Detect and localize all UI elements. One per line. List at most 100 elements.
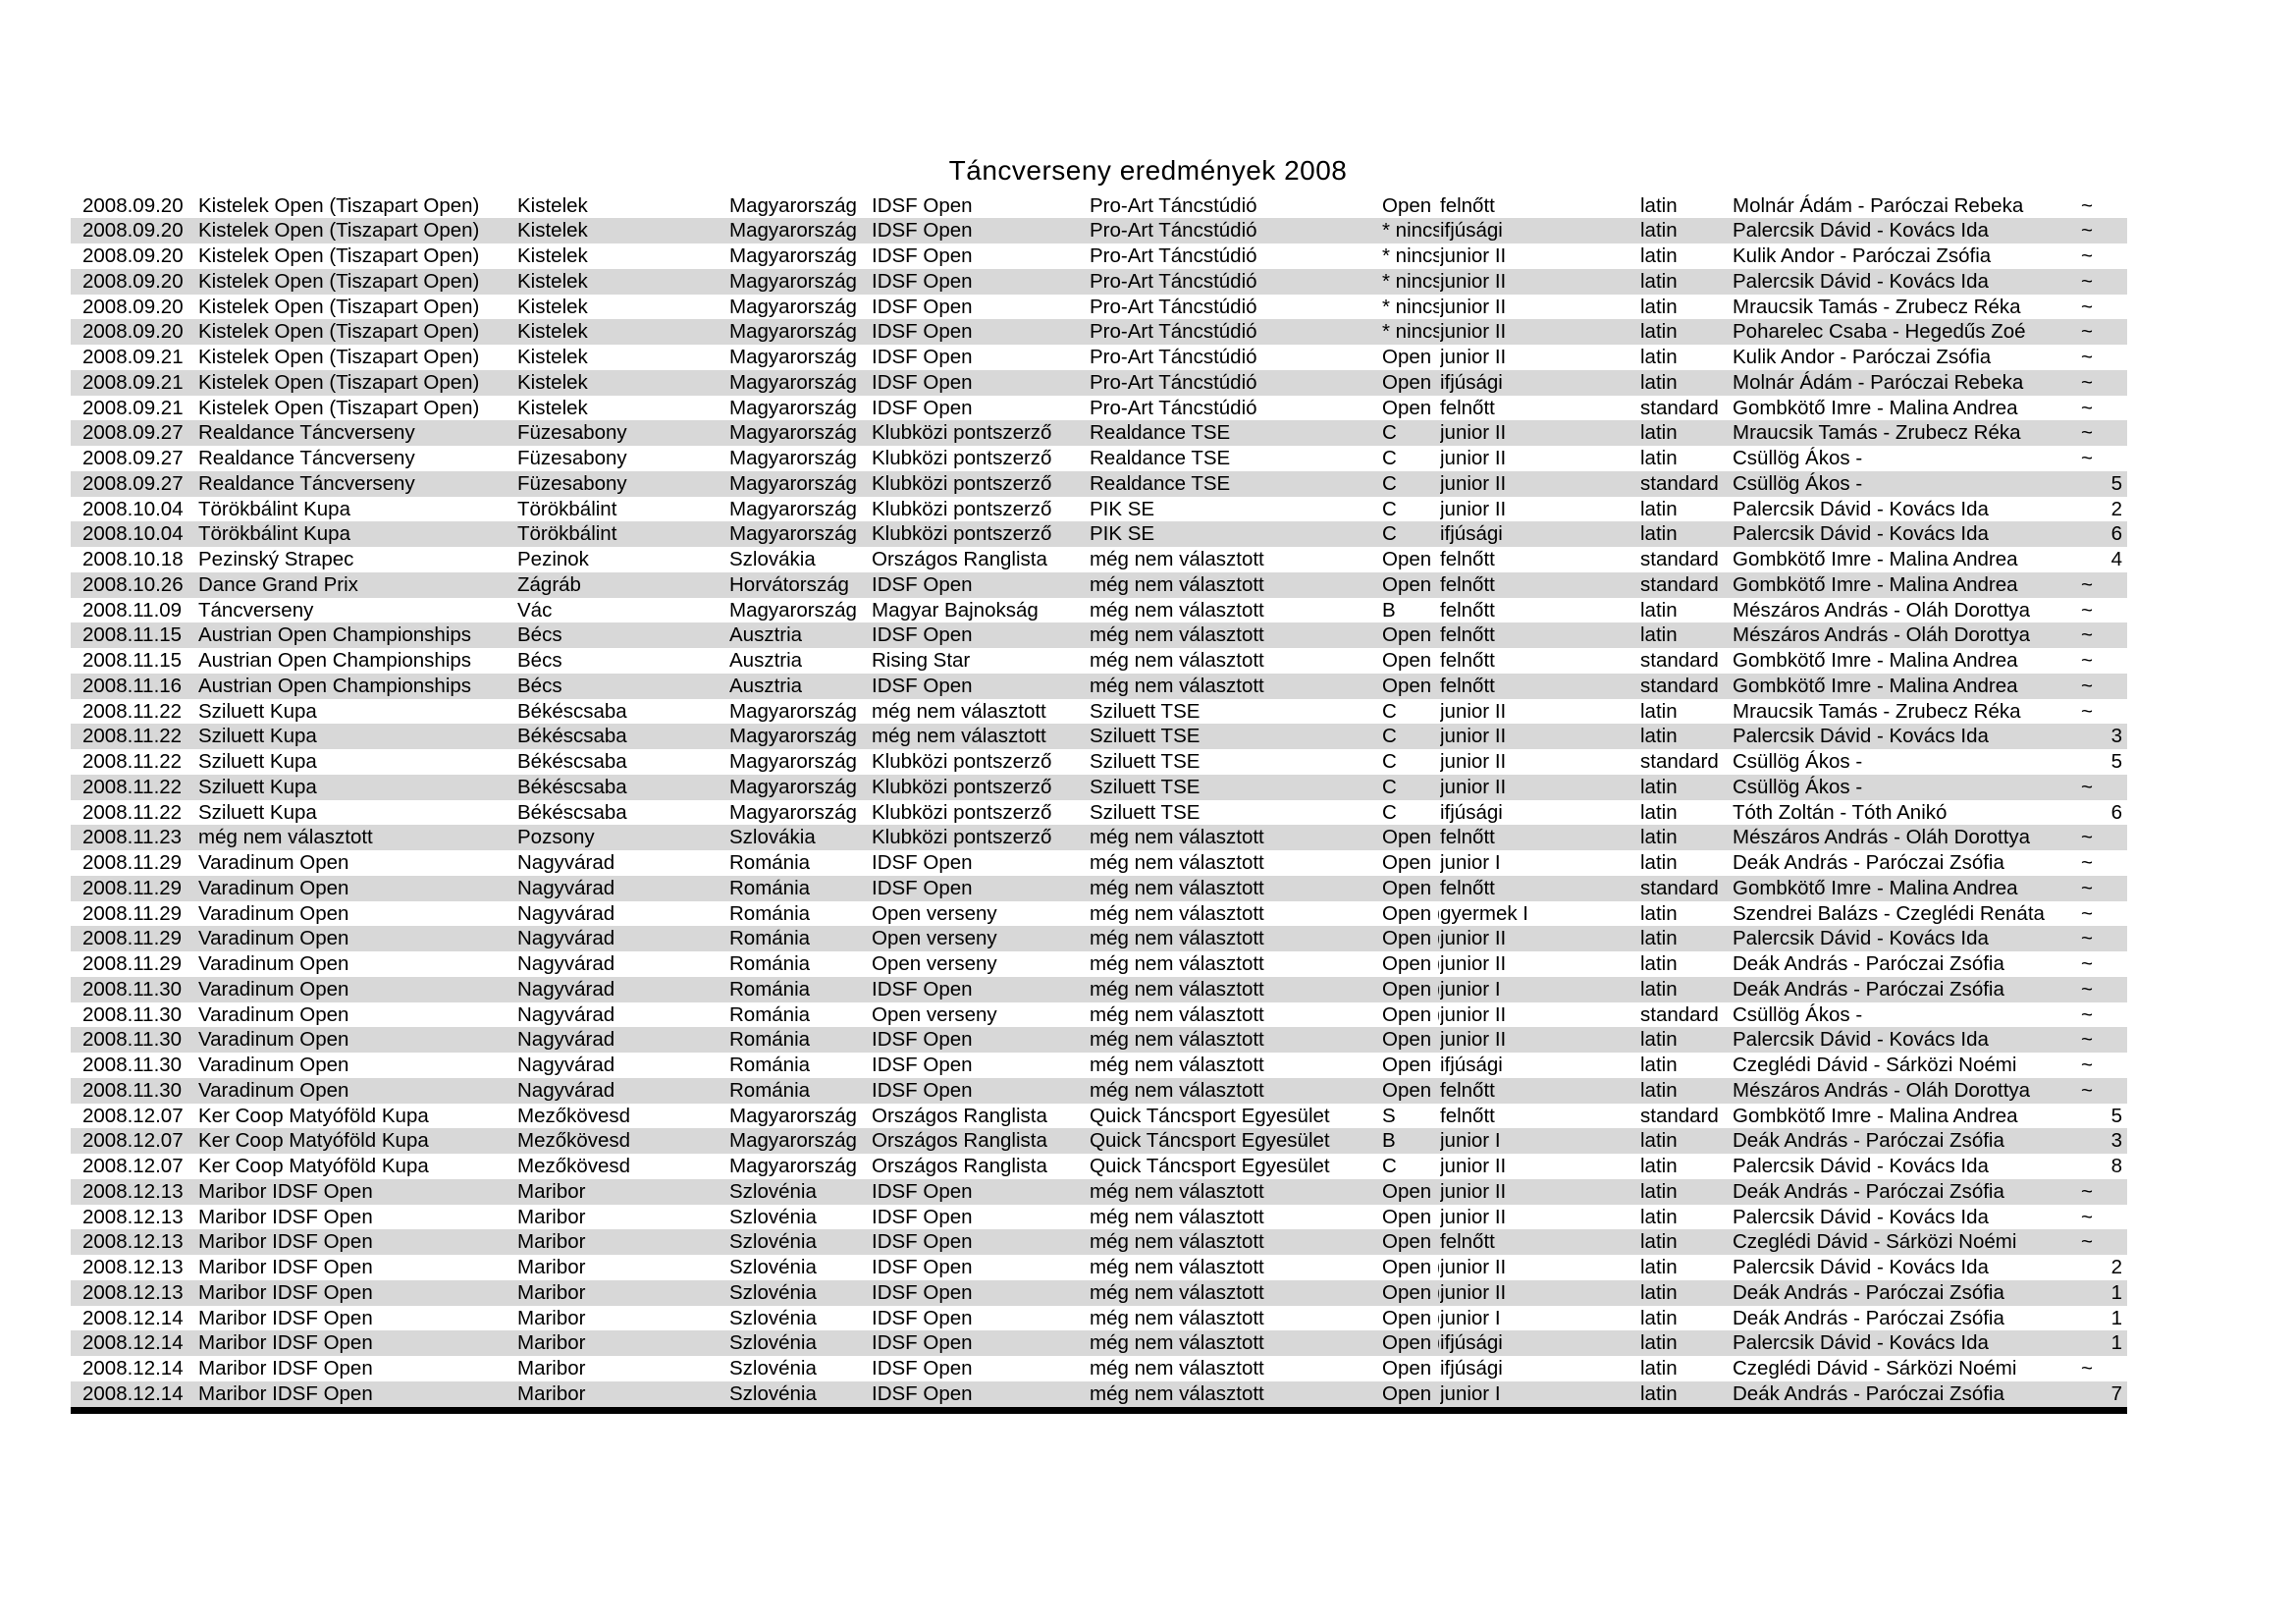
- cell-age_group: junior II: [1440, 1179, 1507, 1203]
- cell-type: IDSF Open: [872, 193, 973, 217]
- cell-age_group: junior II: [1440, 1002, 1507, 1026]
- cell-date: 2008.09.27: [82, 421, 184, 445]
- cell-couple: Gombkötő Imre - Malina Andrea: [1733, 572, 2018, 596]
- cell-city: Nagyvárad: [517, 1028, 615, 1052]
- cell-event: Sziluett Kupa: [198, 800, 317, 824]
- cell-couple: Palercsik Dávid - Kovács Ida: [1733, 269, 1989, 293]
- cell-date: 2008.11.22: [82, 750, 183, 773]
- cell-couple: Czeglédi Dávid - Sárközi Noémi: [1733, 1357, 2017, 1380]
- cell-couple: Deák András - Paróczai Zsófia: [1733, 1179, 2004, 1203]
- cell-style: latin: [1640, 977, 1678, 1001]
- cell-style: standard: [1640, 471, 1719, 495]
- cell-club: Sziluett TSE: [1090, 699, 1201, 723]
- cell-result: ~: [2081, 295, 2093, 318]
- cell-class: C: [1382, 522, 1397, 546]
- cell-city: Nagyvárad: [517, 1054, 615, 1076]
- cell-type: még nem választott: [872, 699, 1046, 723]
- table-row: 2008.11.30 Varadinum Open Nagyvárad Románia…: [71, 976, 2127, 1002]
- cell-event: Varadinum Open: [198, 927, 349, 950]
- cell-age_group: junior I: [1440, 1129, 1501, 1153]
- cell-event: Maribor IDSF Open: [198, 1280, 373, 1304]
- cell-country: Magyarország: [729, 295, 857, 318]
- cell-event: Maribor IDSF Open: [198, 1205, 373, 1228]
- cell-event: Kistelek Open (Tiszapart Open): [198, 244, 480, 267]
- cell-class: * nincs: [1382, 269, 1439, 293]
- cell-couple: Gombkötő Imre - Malina Andrea: [1733, 396, 2018, 419]
- cell-age_group: gyermek I: [1440, 901, 1528, 925]
- cell-club: még nem választott: [1090, 952, 1264, 975]
- table-row: 2008.09.20 Kistelek Open (Tiszapart Open)…: [71, 295, 2127, 320]
- cell-event: Maribor IDSF Open: [198, 1331, 373, 1355]
- cell-age_group: junior II: [1440, 775, 1507, 798]
- table-row: 2008.12.14 Maribor IDSF Open Maribor Szlové…: [71, 1380, 2127, 1407]
- cell-age_group: junior I: [1440, 851, 1501, 874]
- cell-class: Open (: [1382, 1306, 1439, 1329]
- cell-date: 2008.11.30: [82, 1078, 183, 1102]
- table-row: 2008.10.26 Dance Grand Prix Zágráb Horvátor…: [71, 571, 2127, 598]
- cell-club: még nem választott: [1090, 1331, 1264, 1355]
- cell-result: 4: [2110, 548, 2122, 570]
- cell-style: latin: [1640, 927, 1678, 950]
- cell-club: még nem választott: [1090, 674, 1264, 697]
- cell-city: Kistelek: [517, 320, 588, 344]
- cell-result: ~: [2081, 1205, 2093, 1228]
- cell-city: Vác: [517, 598, 553, 622]
- cell-club: Pro-Art Táncstúdió: [1090, 193, 1257, 217]
- cell-couple: Deák András - Paróczai Zsófia: [1733, 851, 2004, 874]
- cell-country: Szlovénia: [729, 1381, 817, 1405]
- cell-style: standard: [1640, 876, 1719, 899]
- table-row: 2008.11.16 Austrian Open Championships Béc…: [71, 673, 2127, 699]
- cell-style: latin: [1640, 421, 1678, 445]
- cell-event: Realdance Táncverseny: [198, 447, 415, 469]
- cell-class: C: [1382, 447, 1397, 469]
- cell-date: 2008.11.09: [82, 598, 183, 622]
- table-row: 2008.11.22 Sziluett Kupa Békéscsaba Magyaro…: [71, 724, 2127, 749]
- cell-city: Kistelek: [517, 219, 588, 243]
- cell-couple: Palercsik Dávid - Kovács Ida: [1733, 1155, 1989, 1177]
- cell-date: 2008.12.14: [82, 1381, 184, 1405]
- cell-event: Varadinum Open: [198, 1078, 349, 1102]
- cell-result: ~: [2081, 901, 2093, 925]
- cell-country: Románia: [729, 1078, 811, 1102]
- cell-couple: Palercsik Dávid - Kovács Ida: [1733, 1205, 1989, 1228]
- cell-result: 3: [2110, 1129, 2122, 1153]
- cell-country: Szlovénia: [729, 1205, 817, 1228]
- cell-result: 3: [2110, 725, 2122, 748]
- cell-result: 2: [2110, 1256, 2122, 1278]
- table-row: 2008.12.14 Maribor IDSF Open Maribor Szlové…: [71, 1356, 2127, 1381]
- cell-club: még nem választott: [1090, 826, 1264, 849]
- cell-style: latin: [1640, 598, 1678, 622]
- cell-couple: Mraucsik Tamás - Zrubecz Réka: [1733, 421, 2021, 445]
- cell-country: Románia: [729, 1002, 811, 1026]
- cell-club: Pro-Art Táncstúdió: [1090, 320, 1257, 344]
- cell-type: Klubközi pontszerző: [872, 750, 1052, 773]
- cell-couple: Mészáros András - Oláh Dorottya: [1733, 826, 2031, 849]
- cell-age_group: felnőtt: [1440, 193, 1495, 217]
- table-row: 2008.09.27 Realdance Táncverseny Füzesabon…: [71, 470, 2127, 497]
- cell-event: Törökbálint Kupa: [198, 522, 350, 546]
- cell-date: 2008.11.22: [82, 800, 183, 824]
- cell-event: Austrian Open Championships: [198, 649, 472, 672]
- cell-class: Open: [1382, 1205, 1432, 1228]
- cell-type: Open verseny: [872, 952, 997, 975]
- cell-style: latin: [1640, 219, 1678, 243]
- cell-country: Magyarország: [729, 775, 857, 798]
- cell-city: Maribor: [517, 1256, 586, 1278]
- cell-style: standard: [1640, 649, 1719, 672]
- cell-city: Bécs: [517, 674, 562, 697]
- cell-city: Nagyvárad: [517, 1078, 615, 1102]
- cell-result: ~: [2081, 1230, 2093, 1254]
- cell-city: Nagyvárad: [517, 1002, 615, 1026]
- cell-date: 2008.11.15: [82, 623, 183, 647]
- cell-city: Kistelek: [517, 346, 588, 368]
- cell-date: 2008.12.13: [82, 1179, 184, 1203]
- cell-country: Románia: [729, 952, 811, 975]
- table-row: 2008.12.07 Ker Coop Matyóföld Kupa Mezőköv…: [71, 1154, 2127, 1179]
- cell-style: latin: [1640, 1179, 1678, 1203]
- cell-city: Mezőkövesd: [517, 1104, 631, 1127]
- cell-type: IDSF Open: [872, 1078, 973, 1102]
- cell-type: Open verseny: [872, 901, 997, 925]
- table-row: 2008.12.13 Maribor IDSF Open Maribor Szlové…: [71, 1178, 2127, 1205]
- cell-class: C: [1382, 1155, 1397, 1177]
